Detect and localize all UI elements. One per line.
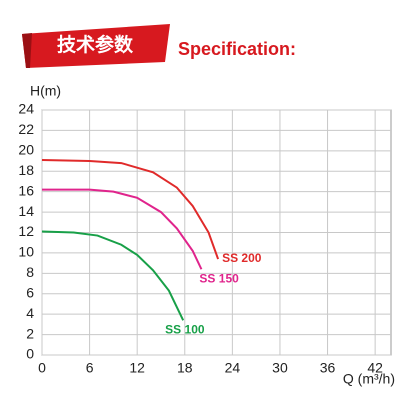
y-tick-label: 6 (26, 284, 34, 300)
y-tick-label: 10 (18, 244, 34, 260)
y-tick-label: 4 (26, 305, 34, 321)
x-axis-title: Q (m³/h) (343, 371, 395, 387)
series-label: SS 200 (222, 251, 262, 265)
y-tick-label: 20 (18, 142, 34, 158)
y-tick-label: 8 (26, 264, 34, 280)
y-tick-label: 14 (18, 203, 34, 219)
header-banner (22, 24, 170, 68)
x-tick-label: 12 (129, 360, 145, 376)
x-tick-label: 18 (177, 360, 193, 376)
x-tick-label: 36 (320, 360, 336, 376)
curve (42, 188, 203, 270)
x-tick-label: 6 (86, 360, 94, 376)
y-tick-label: 22 (18, 121, 34, 137)
header-banner-edge (22, 33, 32, 68)
y-tick-label: 18 (18, 162, 34, 178)
y-tick-label: 0 (26, 346, 34, 362)
series-label: SS 100 (165, 322, 205, 336)
header-title-cn: 技术参数 (57, 33, 134, 56)
x-tick-label: 30 (272, 360, 288, 376)
series-label: SS 150 (199, 271, 239, 285)
curve (41, 230, 185, 321)
y-tick-label: 24 (18, 101, 34, 117)
y-axis-title: H(m) (30, 83, 61, 99)
x-tick-label: 0 (38, 360, 46, 376)
x-tick-label: 42 (367, 360, 383, 376)
y-tick-label: 16 (18, 182, 34, 198)
curve (41, 159, 220, 260)
header-title-en: Specification: (178, 39, 296, 59)
y-tick-label: 12 (18, 223, 34, 239)
x-tick-label: 24 (225, 360, 241, 376)
y-tick-label: 2 (26, 325, 34, 341)
